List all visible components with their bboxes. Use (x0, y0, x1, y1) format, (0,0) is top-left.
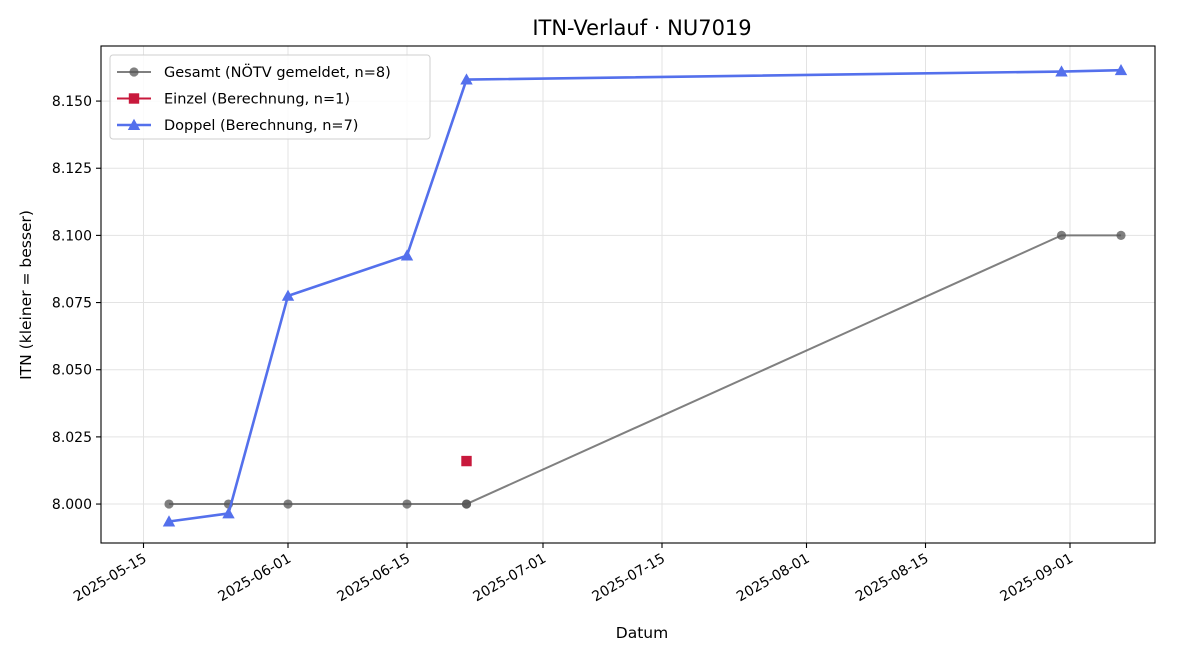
data-point (1056, 230, 1067, 240)
legend-entry: Gesamt (NÖTV gemeldet, n=8) (117, 63, 391, 81)
data-point (461, 499, 472, 509)
series-circle (164, 230, 1126, 509)
legend: Gesamt (NÖTV gemeldet, n=8) Einzel (Berec… (109, 54, 431, 140)
series-triangle (162, 63, 1128, 527)
y-tick-label: 8.150 (52, 94, 92, 110)
y-tick-label: 8.050 (52, 363, 92, 379)
series-layer (162, 63, 1128, 527)
grid-layer (101, 46, 1155, 543)
y-tick-label: 8.025 (52, 430, 92, 446)
data-point (400, 249, 414, 261)
series-square (461, 455, 472, 467)
data-point (402, 499, 412, 509)
x-tick-label: 2025-09-01 (998, 551, 1076, 606)
x-tick-label: 2025-08-15 (853, 551, 931, 606)
x-tick-label: 2025-05-15 (71, 551, 149, 606)
data-point (461, 455, 472, 467)
y-tick-label: 8.125 (52, 161, 92, 177)
y-axis-label: ITN (kleiner = besser) (17, 210, 35, 380)
data-point (1114, 63, 1128, 76)
data-point (222, 507, 235, 519)
plot-frame (100, 45, 1156, 544)
y-tick-label: 8.000 (52, 497, 92, 513)
x-axis-label: Datum (616, 624, 668, 642)
x-tick-label: 2025-07-01 (471, 551, 549, 606)
x-tick-label: 2025-07-15 (590, 551, 668, 606)
y-tick-label: 8.075 (52, 296, 92, 312)
data-point (1116, 230, 1126, 240)
legend-label: Einzel (Berechnung, n=1) (164, 92, 350, 108)
y-axis-ticks: 8.000 8.025 8.050 8.075 8.100 8.125 8.150 (52, 94, 101, 513)
legend-label: Gesamt (NÖTV gemeldet, n=8) (164, 63, 391, 81)
data-point (460, 73, 473, 85)
data-point (281, 289, 295, 301)
chart-title: ITN-Verlauf · NU7019 (532, 16, 751, 40)
legend-entries: Gesamt (NÖTV gemeldet, n=8) Einzel (Berec… (117, 63, 391, 134)
x-tick-label: 2025-06-15 (335, 551, 413, 606)
legend-marker (128, 93, 140, 104)
legend-marker (129, 67, 139, 77)
legend-entry: Doppel (Berechnung, n=7) (117, 118, 358, 134)
data-point (283, 499, 293, 509)
data-point (164, 499, 174, 509)
legend-box (109, 54, 431, 140)
x-tick-label: 2025-06-01 (216, 551, 294, 606)
y-tick-label: 8.100 (52, 228, 92, 244)
x-axis-ticks: 2025-05-15 2025-06-01 2025-06-15 2025-07-01… (71, 543, 1076, 605)
legend-entry: Einzel (Berechnung, n=1) (117, 92, 350, 108)
x-tick-label: 2025-08-01 (734, 551, 812, 606)
data-point (1055, 65, 1068, 77)
legend-marker (127, 118, 141, 130)
legend-label: Doppel (Berechnung, n=7) (164, 118, 358, 134)
data-point (162, 515, 176, 527)
